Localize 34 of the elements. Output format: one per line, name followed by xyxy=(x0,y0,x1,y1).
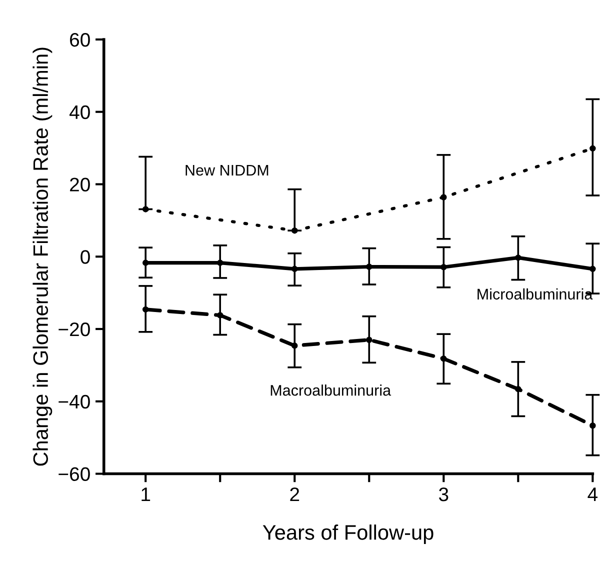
point xyxy=(515,386,522,392)
point xyxy=(440,194,447,200)
point xyxy=(142,206,149,212)
point xyxy=(216,312,224,318)
point xyxy=(142,306,149,313)
y-tick-label: 40 xyxy=(69,105,90,120)
y-tick-label: −60 xyxy=(58,467,90,481)
x-tick-label: 3 xyxy=(438,487,448,502)
point xyxy=(515,254,522,261)
point xyxy=(142,260,149,266)
point xyxy=(440,264,447,270)
text: New NIDDM xyxy=(186,164,268,176)
point xyxy=(590,266,596,272)
point xyxy=(440,356,447,362)
point xyxy=(590,145,596,152)
point xyxy=(366,264,372,270)
point xyxy=(590,422,596,429)
y-tick-label: −40 xyxy=(58,394,90,409)
y-tick-label: −20 xyxy=(58,322,90,336)
x-axis-title: Years of Follow-up xyxy=(262,524,434,544)
text: Macroalbuminuria xyxy=(270,384,392,396)
point xyxy=(216,260,224,266)
point xyxy=(291,342,298,349)
y-tick-label: 20 xyxy=(70,178,90,192)
series-label: Microalbuminuria xyxy=(478,288,593,300)
y-axis-title: Change in Glomerular Filtration Rate (ml/min) xyxy=(32,48,52,466)
y-tick-label: 60 xyxy=(70,32,90,47)
point xyxy=(291,227,298,234)
x-tick-label: 2 xyxy=(290,487,300,502)
x-tick-label: 1 xyxy=(142,488,150,502)
point xyxy=(291,266,298,272)
x-tick-label: 4 xyxy=(588,488,598,502)
point xyxy=(366,336,372,343)
y-tick-label: 0 xyxy=(80,250,90,264)
